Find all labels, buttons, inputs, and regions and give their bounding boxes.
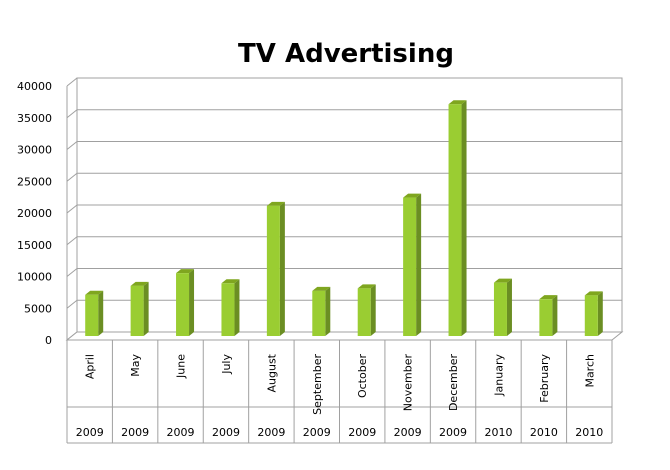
x-year-label: 2009 — [439, 426, 467, 439]
floor-plane — [65, 331, 624, 341]
y-tick-label: 20000 — [17, 207, 52, 220]
x-year-label: 2009 — [394, 426, 422, 439]
bar — [493, 278, 512, 336]
x-month-label: August — [265, 353, 278, 392]
bar-side — [325, 286, 331, 336]
x-month-label: January — [492, 354, 505, 397]
bar-top — [584, 291, 603, 296]
bar-top — [266, 201, 285, 206]
bar-side — [552, 295, 558, 336]
bar-side — [597, 291, 603, 336]
x-year-label: 2009 — [348, 426, 376, 439]
bar — [584, 291, 603, 336]
bar-front — [130, 285, 144, 336]
bar-top — [221, 279, 240, 284]
bar-front — [221, 283, 235, 336]
x-month-label: May — [129, 354, 142, 377]
bar-top — [448, 100, 467, 105]
bar — [539, 295, 558, 336]
bar — [266, 201, 285, 336]
x-year-label: 2010 — [575, 426, 603, 439]
plot-floor — [65, 331, 624, 341]
x-year-label: 2010 — [484, 426, 512, 439]
bar — [176, 269, 195, 336]
y-tick-label: 35000 — [17, 112, 52, 125]
bar-front — [176, 273, 190, 336]
x-year-label: 2009 — [257, 426, 285, 439]
x-year-label: 2009 — [303, 426, 331, 439]
gridline-side — [66, 299, 78, 309]
bar-front — [403, 197, 417, 336]
bar-front — [584, 295, 598, 336]
bar-top — [357, 284, 376, 289]
x-month-label: February — [538, 354, 551, 403]
bar-side — [506, 278, 512, 336]
gridline-side — [66, 172, 78, 182]
bar-top — [403, 193, 422, 198]
bar-top — [312, 286, 331, 291]
y-tick-label: 15000 — [17, 239, 52, 252]
bar-top — [85, 290, 104, 295]
bar-top — [539, 295, 558, 300]
bars — [85, 100, 603, 336]
bar — [130, 281, 149, 336]
y-tick-label: 40000 — [17, 80, 52, 93]
x-month-label: December — [447, 354, 460, 412]
x-month-label: July — [220, 354, 233, 375]
gridline-side — [66, 109, 78, 119]
bar-side — [461, 100, 467, 336]
bar — [85, 290, 104, 336]
category-table: April 2009 May 2009 June 2009 July 2009 August 20… — [66, 340, 613, 444]
x-month-label: April — [84, 354, 97, 379]
bar-front — [448, 104, 462, 336]
bar-front — [266, 205, 280, 336]
y-axis: 0 5000 10000 15000 20000 25000 30000 35000 40000 — [17, 80, 68, 347]
gridline-side — [66, 268, 78, 277]
bar-side — [143, 281, 149, 336]
bar-top — [176, 269, 195, 274]
x-month-label: October — [356, 354, 369, 398]
y-tick-label: 25000 — [17, 175, 52, 188]
bar-top — [493, 278, 512, 283]
y-tick-label: 5000 — [24, 302, 52, 315]
bar — [357, 284, 376, 336]
bar-side — [189, 269, 195, 336]
bar-side — [234, 279, 240, 336]
bar-side — [416, 193, 422, 336]
x-year-label: 2009 — [167, 426, 195, 439]
bar-side — [370, 284, 376, 336]
bar-front — [493, 282, 507, 336]
bar-front — [85, 294, 99, 336]
bar-front — [357, 288, 371, 336]
gridline-side — [66, 236, 78, 246]
y-tick-label: 30000 — [17, 144, 52, 157]
x-year-label: 2009 — [76, 426, 104, 439]
x-year-label: 2009 — [212, 426, 240, 439]
x-month-label: June — [175, 354, 188, 379]
bar — [221, 279, 240, 336]
x-year-label: 2010 — [530, 426, 558, 439]
gridline-side — [66, 204, 78, 214]
y-tick-label: 10000 — [17, 271, 52, 284]
bar — [312, 286, 331, 336]
gridline-side — [66, 77, 78, 87]
bar-front — [539, 299, 553, 336]
gridline-side — [66, 141, 78, 150]
bar — [403, 193, 422, 336]
chart-title: TV Advertising — [238, 39, 454, 69]
bar-top — [130, 281, 149, 286]
bar-front — [312, 290, 326, 336]
x-year-label: 2009 — [121, 426, 149, 439]
x-month-label: November — [402, 354, 415, 412]
bar-side — [98, 290, 104, 336]
bar-side — [279, 201, 285, 336]
x-month-label: March — [583, 354, 596, 388]
y-tick-label: 0 — [45, 334, 52, 347]
x-month-label: September — [311, 354, 324, 415]
bar — [448, 100, 467, 336]
